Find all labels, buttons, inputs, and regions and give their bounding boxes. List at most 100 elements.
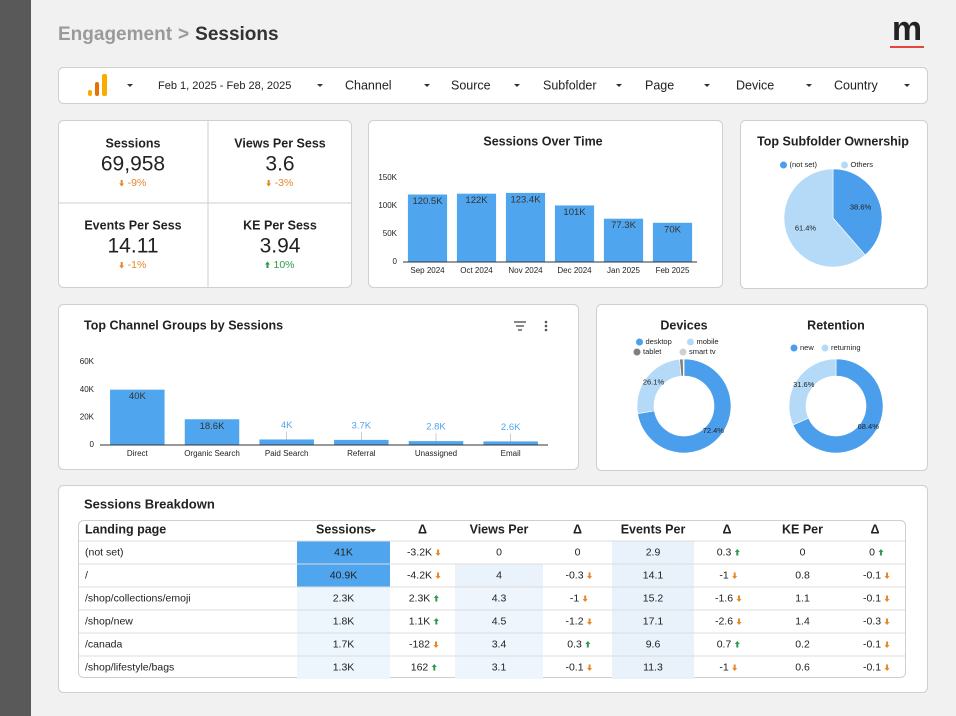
column-header[interactable]: KE Per [782,522,823,536]
kpi-value: 69,958 [101,153,165,176]
trend-arrow [433,595,439,602]
dropdown-arrow[interactable] [514,84,520,87]
more-icon[interactable] [544,328,548,332]
dropdown-arrow[interactable] [904,84,910,87]
table-cell: 1.7K [333,638,355,650]
legend-label[interactable]: new [800,343,814,352]
table-cell: / [85,569,88,581]
table-cell: 40.9K [330,569,357,581]
legend-label[interactable]: tablet [643,347,662,356]
bar[interactable] [407,194,448,262]
more-icon[interactable] [544,324,548,328]
bar[interactable] [110,389,165,445]
icon-bar [102,74,107,96]
trend-arrow [585,641,591,648]
filter-bar [58,67,928,104]
column-header[interactable]: Sessions [316,522,371,536]
legend-label[interactable]: Others [851,160,874,169]
filter-dropdown[interactable]: Source [451,78,491,92]
bar[interactable] [483,441,538,445]
legend-label[interactable]: returning [831,343,861,352]
bar[interactable] [603,218,644,262]
bar[interactable] [184,419,240,445]
cell-fill [455,610,543,633]
slice[interactable] [788,358,837,426]
x-tick-label: Dec 2024 [557,266,592,275]
legend-label[interactable]: (not set) [790,160,818,169]
trend-arrow [884,641,890,648]
bar[interactable] [259,439,314,445]
column-header[interactable]: Events Per [621,522,686,536]
more-icon[interactable] [544,320,548,324]
table-cell: 0.3 [717,546,732,558]
filter-dropdown[interactable]: Device [736,78,774,92]
data-label: 40K [129,391,147,402]
dropdown-arrow[interactable] [424,84,430,87]
filter-dropdown[interactable]: Country [834,78,879,92]
slice[interactable] [792,358,884,454]
data-label: 31.6% [793,380,815,389]
column-header[interactable]: Δ [871,522,880,536]
trend-arrow [435,549,441,556]
logo-underline [890,46,924,48]
trend-arrow [878,549,884,556]
chart-title: Top Channel Groups by Sessions [84,318,283,332]
dropdown-arrow[interactable] [317,84,323,87]
y-tick-label: 40K [80,385,95,394]
table-cell: 1.1K [409,615,431,627]
x-tick-label: Organic Search [184,449,240,458]
dropdown-arrow[interactable] [616,84,622,87]
bar[interactable] [652,222,693,262]
kpi-value: 3.94 [260,235,301,258]
x-tick-label: Referral [347,449,376,458]
legend-swatch [633,348,641,356]
kpi-value: 3.6 [265,153,294,176]
chart-menu[interactable] [514,320,548,332]
kpi-change: -3% [275,177,294,189]
bar[interactable] [554,205,595,262]
sort-indicator[interactable] [370,529,376,533]
slice[interactable] [832,168,883,256]
table-cell: 2.3K [333,592,355,604]
breadcrumb-parent[interactable]: Engagement [58,24,173,45]
table-title: Sessions Breakdown [84,496,215,511]
bar[interactable] [456,193,497,262]
column-header[interactable]: Landing page [85,522,166,536]
legend-label[interactable]: mobile [697,337,719,346]
legend-swatch [821,344,829,352]
column-header[interactable]: Δ [723,522,732,536]
slice[interactable] [783,168,866,268]
trend-arrow [435,572,441,579]
column-header[interactable]: Δ [418,522,427,536]
legend-swatch [636,338,643,346]
y-tick-label: 100K [378,201,397,210]
filter-dropdown[interactable]: Subfolder [543,78,597,92]
legend-label[interactable]: desktop [646,337,672,346]
filter-dropdown[interactable]: Page [645,78,674,92]
dropdown-arrow[interactable] [127,84,133,87]
table-cell: 0.8 [795,569,810,581]
bar[interactable] [334,439,389,445]
cell-fill [612,564,694,587]
legend-label[interactable]: smart tv [689,347,716,356]
data-label: 26.1% [643,377,665,386]
legend-swatch [790,344,798,352]
data-label: 123.4K [510,194,541,205]
slice[interactable] [682,358,685,377]
slice[interactable] [637,358,732,454]
kpi-trend-arrow [266,180,272,187]
bar[interactable] [505,192,546,262]
x-tick-label: Feb 2025 [656,266,690,275]
filter-dropdown[interactable]: Channel [345,78,392,92]
column-header[interactable]: Views Per [470,522,529,536]
table-cell: 14.1 [643,569,664,581]
dropdown-arrow[interactable] [704,84,710,87]
table-cell: -2.6 [715,615,733,627]
column-header[interactable]: Δ [573,522,582,536]
table-cell: 0.3 [567,638,582,650]
bar[interactable] [408,441,464,445]
table-cell: 4.3 [492,592,507,604]
kpi-change: 10% [273,259,294,271]
dropdown-arrow[interactable] [806,84,812,87]
filter-dropdown[interactable]: Feb 1, 2025 - Feb 28, 2025 [158,80,291,92]
